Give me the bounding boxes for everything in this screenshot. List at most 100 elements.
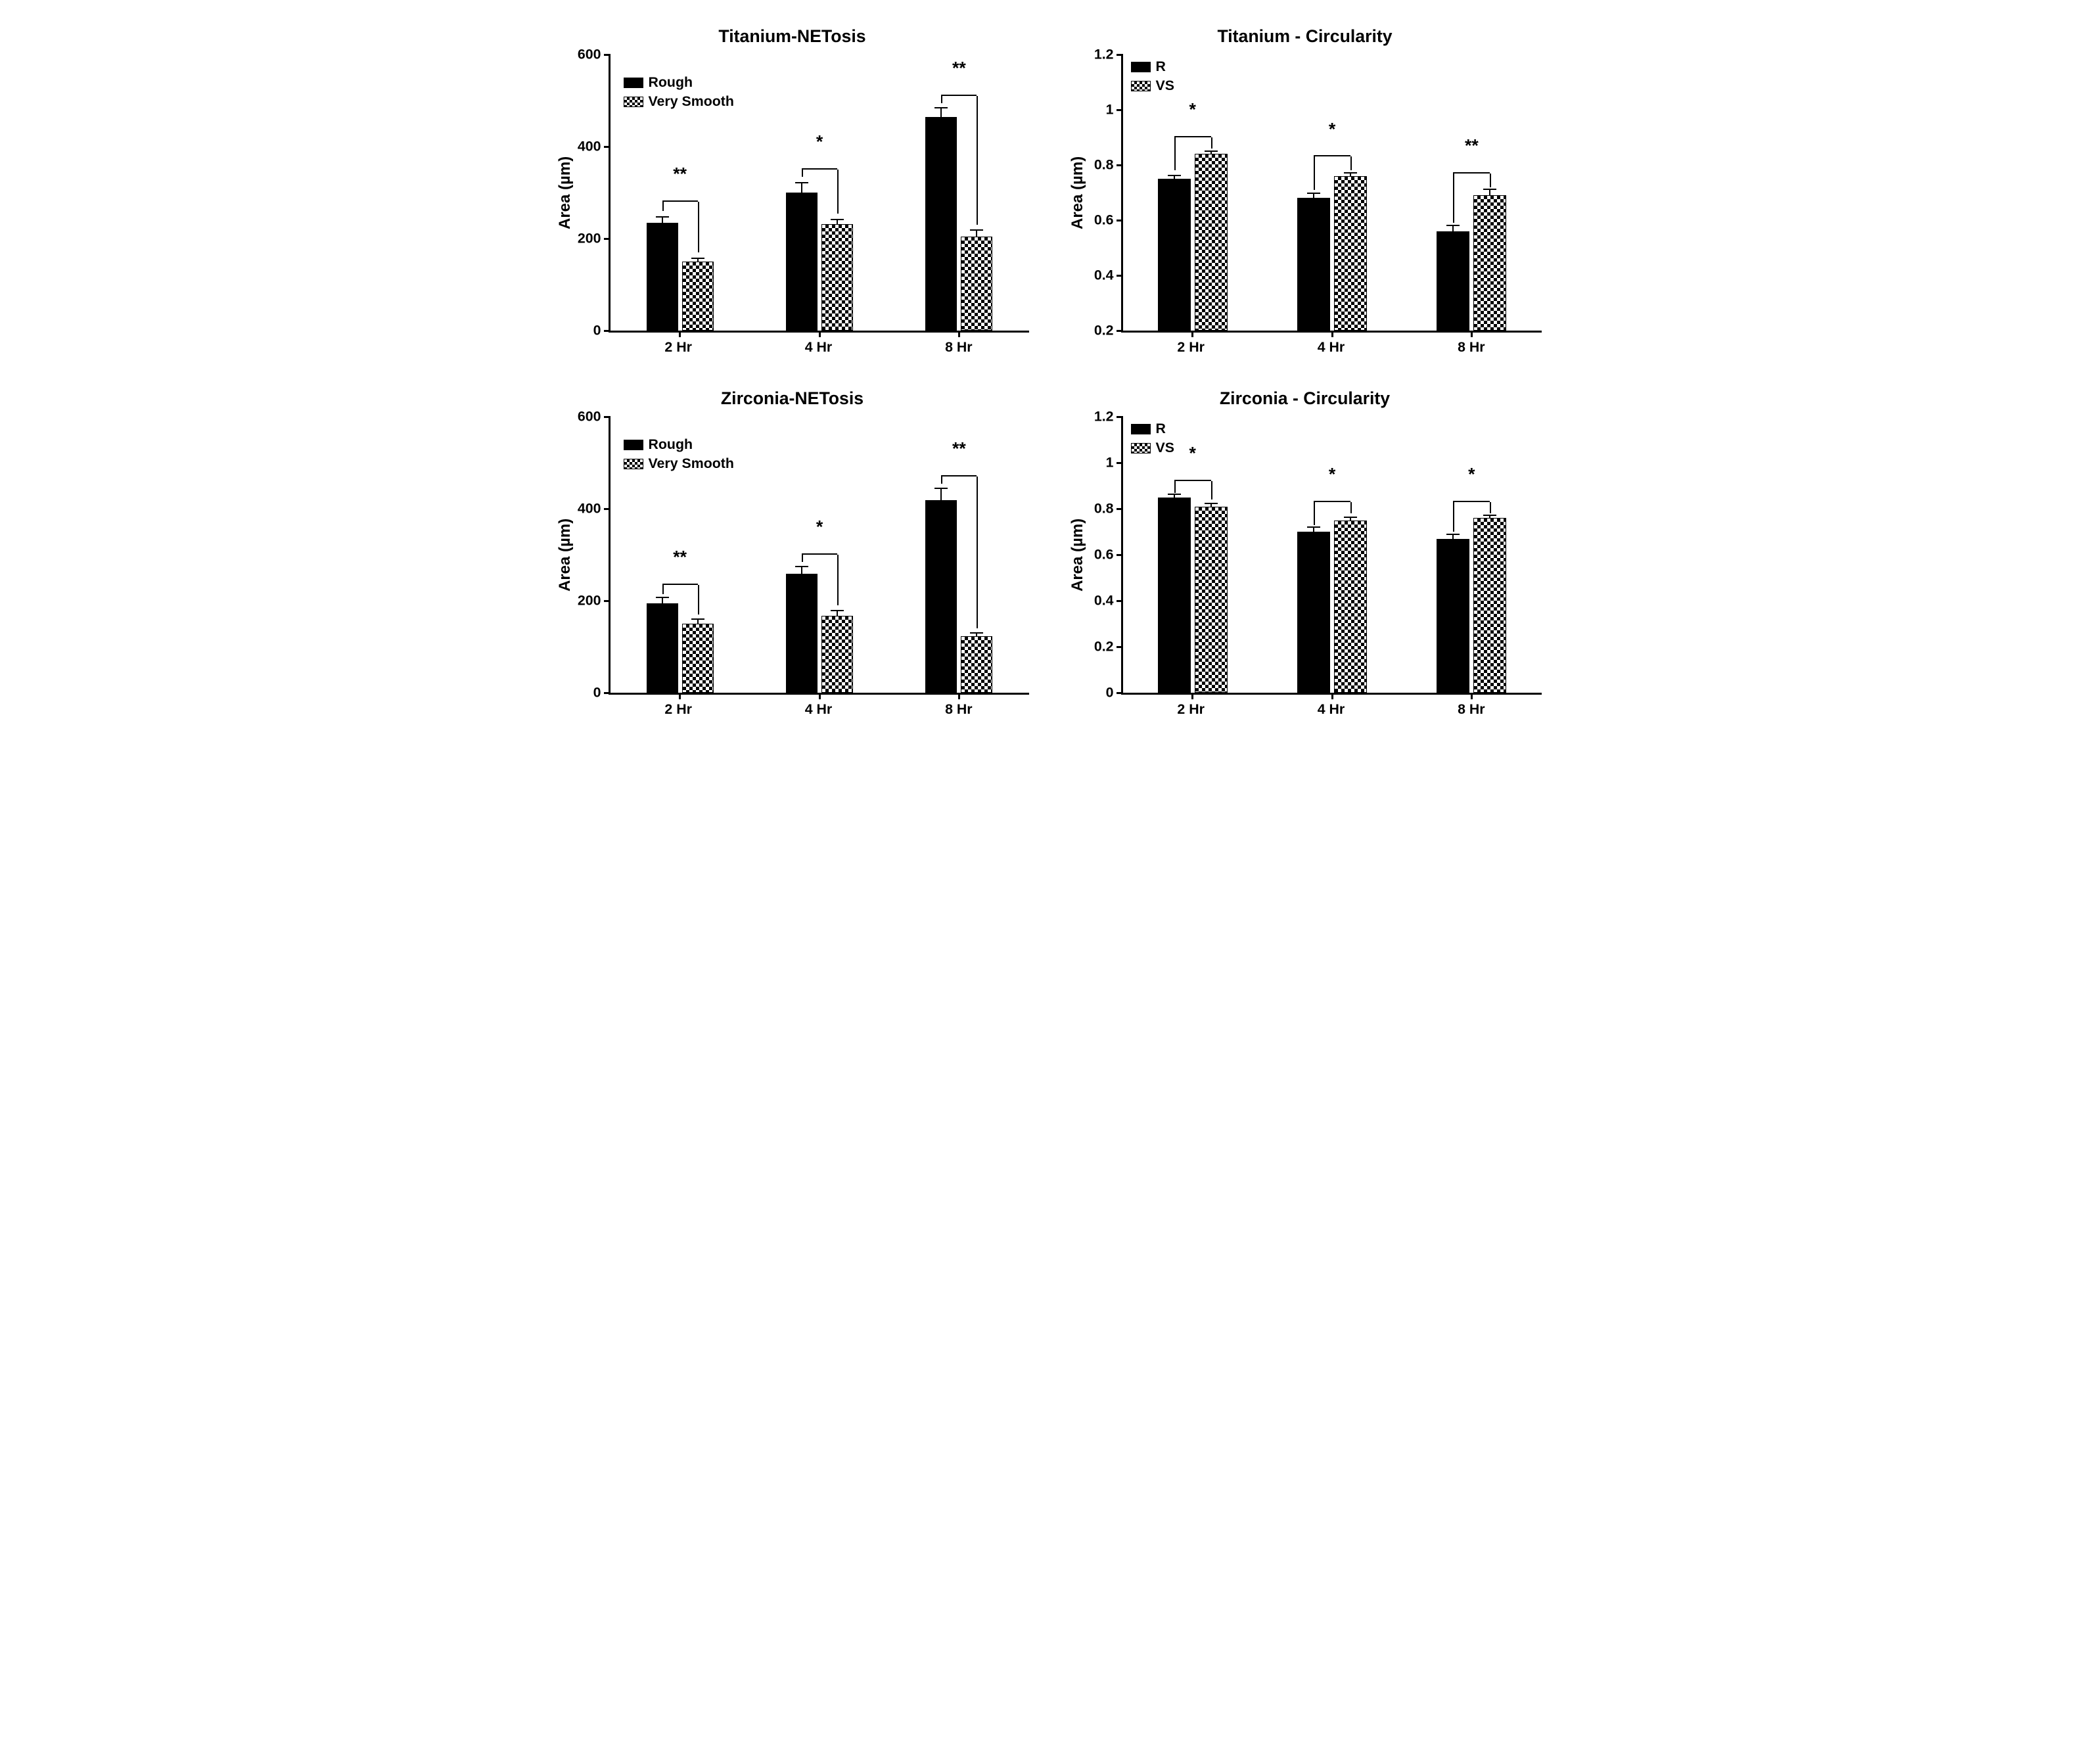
x-tick	[679, 693, 681, 699]
y-tick-label: 0	[1106, 685, 1114, 701]
error-cap	[970, 632, 983, 634]
error-cap	[934, 107, 948, 108]
y-tick	[604, 508, 611, 510]
y-tick	[1117, 600, 1123, 602]
bar-wrap	[786, 55, 818, 331]
legend: RoughVery Smooth	[624, 74, 734, 110]
y-tick	[604, 692, 611, 694]
bar-group	[1437, 55, 1506, 331]
bar-checker	[961, 636, 992, 693]
significance-label: *	[1189, 445, 1195, 463]
legend: Rough Very Smooth	[624, 436, 734, 472]
legend-label: R	[1156, 58, 1166, 75]
bar-wrap	[1297, 417, 1330, 693]
significance-label: *	[816, 133, 823, 151]
significance-bracket	[941, 95, 977, 96]
significance-label: *	[816, 519, 823, 536]
bar-group	[1158, 55, 1228, 331]
y-tick-label: 0	[593, 323, 601, 339]
bar-group	[786, 417, 853, 693]
x-axis-label: 4 Hr	[805, 701, 833, 718]
axis-area: 0200400600RoughVery Smooth*****2 Hr4 Hr8…	[578, 55, 1029, 356]
legend: RVS	[1131, 58, 1174, 94]
significance-drop	[1490, 174, 1491, 187]
legend-label: Rough	[649, 436, 693, 453]
significance-bracket	[1314, 501, 1350, 502]
significance-drop	[1211, 137, 1212, 149]
bar-checker	[821, 224, 853, 331]
y-axis-label: Area (µm)	[1069, 417, 1087, 693]
bar-solid	[647, 603, 678, 693]
significance-bracket	[1314, 155, 1350, 156]
chart-title: Titanium - Circularity	[1069, 26, 1542, 47]
y-tick	[1117, 330, 1123, 332]
y-tick-label: 0.8	[1094, 157, 1114, 174]
bar-checker	[1334, 521, 1367, 693]
bar-wrap	[1195, 417, 1228, 693]
error-cap	[1483, 515, 1496, 516]
x-axis-label: 4 Hr	[1318, 339, 1345, 356]
y-tick-label: 400	[578, 501, 601, 517]
y-tick-label: 0	[593, 685, 601, 701]
significance-drop	[802, 555, 803, 562]
x-tick	[819, 331, 821, 337]
legend-swatch	[1131, 81, 1151, 91]
significance-label: **	[1465, 137, 1479, 154]
bar-wrap	[1158, 417, 1191, 693]
significance-label: **	[952, 440, 966, 458]
y-tick	[1117, 554, 1123, 556]
bar-checker	[1195, 507, 1228, 693]
y-tick-label: 1	[1106, 102, 1114, 118]
significance-label: *	[1189, 101, 1195, 119]
significance-bracket	[1174, 480, 1211, 481]
plot-area: 0200400600RoughVery Smooth*****	[609, 55, 1029, 333]
bar-group	[1297, 55, 1367, 331]
legend-label: VS	[1156, 440, 1174, 456]
bar-checker	[821, 616, 853, 693]
bar-solid	[925, 117, 957, 331]
x-tick	[1331, 331, 1333, 337]
y-tick-label: 0.6	[1094, 212, 1114, 229]
y-tick	[604, 238, 611, 240]
x-axis-labels: 2 Hr4 Hr8 Hr	[1121, 701, 1542, 718]
legend-swatch	[1131, 443, 1151, 453]
y-tick	[1117, 692, 1123, 694]
significance-drop	[1350, 502, 1352, 514]
bar-solid	[925, 500, 957, 693]
error-cap	[691, 258, 704, 259]
legend-item: R	[1131, 421, 1174, 437]
y-tick	[1117, 508, 1123, 510]
chart-panel-zirconia_circularity: Zirconia - CircularityArea (µm)00.20.40.…	[1069, 388, 1542, 718]
error-stem	[940, 108, 942, 117]
plot-area: 00.20.40.60.811.2RVS***	[1121, 417, 1542, 695]
significance-drop	[941, 476, 942, 484]
legend-label: Rough	[649, 74, 693, 91]
y-tick	[604, 54, 611, 56]
chart-title: Titanium-NETosis	[556, 26, 1029, 47]
error-cap	[970, 229, 983, 231]
error-stem	[697, 619, 699, 624]
significance-drop	[698, 585, 699, 615]
error-cap	[1205, 503, 1218, 504]
bar-wrap	[1473, 55, 1506, 331]
x-tick	[819, 693, 821, 699]
x-axis-label: 4 Hr	[1318, 701, 1345, 718]
significance-bracket	[1453, 172, 1490, 174]
error-cap	[1168, 175, 1181, 176]
x-axis-labels: 2 Hr4 Hr8 Hr	[609, 339, 1029, 356]
y-tick-label: 0.8	[1094, 501, 1114, 517]
legend-item: Very Smooth	[624, 455, 734, 472]
error-stem	[801, 567, 802, 574]
y-tick	[604, 600, 611, 602]
error-cap	[831, 219, 844, 220]
y-tick-label: 1.2	[1094, 409, 1114, 425]
error-stem	[1489, 189, 1490, 195]
chart-panel-zirconia_netosis: Zirconia-NETosisArea (µm)0200400600Rough…	[556, 388, 1029, 718]
significance-bracket	[662, 584, 698, 585]
y-tick	[1117, 416, 1123, 418]
significance-drop	[1174, 137, 1176, 170]
significance-label: **	[673, 548, 687, 566]
legend-swatch	[624, 97, 643, 107]
error-cap	[1307, 526, 1320, 528]
y-tick-label: 400	[578, 139, 601, 155]
